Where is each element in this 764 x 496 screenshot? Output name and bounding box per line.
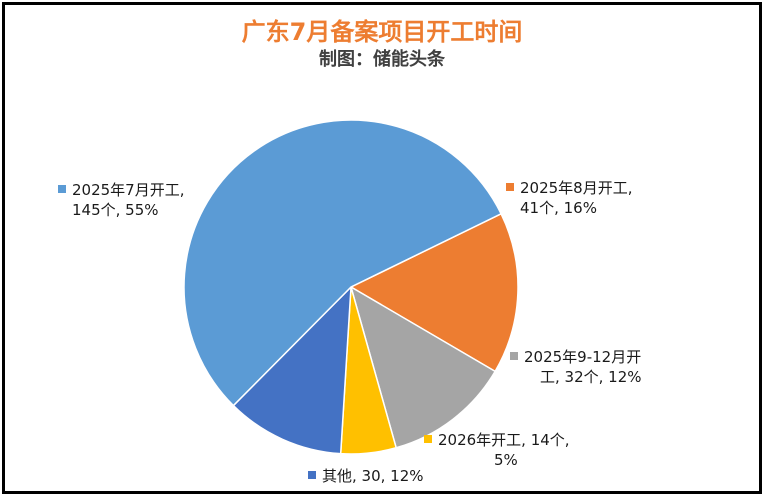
label-jul-line2: 145个, 55%: [72, 201, 159, 219]
label-sep-line2: 工, 32个, 12%: [540, 368, 642, 386]
legend-swatch-aug: [506, 183, 514, 191]
label-2025-sep-dec: 2025年9-12月开 工, 32个, 12%: [510, 347, 642, 387]
label-2025-jul: 2025年7月开工, 145个, 55%: [58, 180, 185, 220]
label-2026-line2: 5%: [494, 451, 518, 469]
legend-swatch-sep: [510, 352, 518, 360]
label-other: 其他, 30, 12%: [308, 466, 424, 486]
pie-slice-1: [349, 212, 519, 373]
pie-slice-4: [232, 285, 352, 455]
label-2026-line1: 2026年开工, 14个,: [438, 431, 570, 449]
label-2026: 2026年开工, 14个, 5%: [424, 430, 570, 470]
legend-swatch-jul: [58, 185, 66, 193]
chart-title: 广东7月备案项目开工时间: [241, 18, 523, 46]
label-sep-line1: 2025年9-12月开: [524, 348, 642, 366]
label-aug-line2: 41个, 16%: [520, 199, 597, 217]
legend-swatch-2026: [424, 435, 432, 443]
legend-swatch-other: [308, 471, 316, 479]
label-2025-aug: 2025年8月开工, 41个, 16%: [506, 178, 633, 218]
label-jul-line1: 2025年7月开工,: [72, 181, 185, 199]
chart-subtitle: 制图：储能头条: [319, 49, 445, 70]
label-other-line1: 其他, 30, 12%: [322, 467, 424, 485]
label-aug-line1: 2025年8月开工,: [520, 179, 633, 197]
pie-slice-0: [183, 119, 503, 407]
pie-slice-2: [349, 285, 497, 449]
